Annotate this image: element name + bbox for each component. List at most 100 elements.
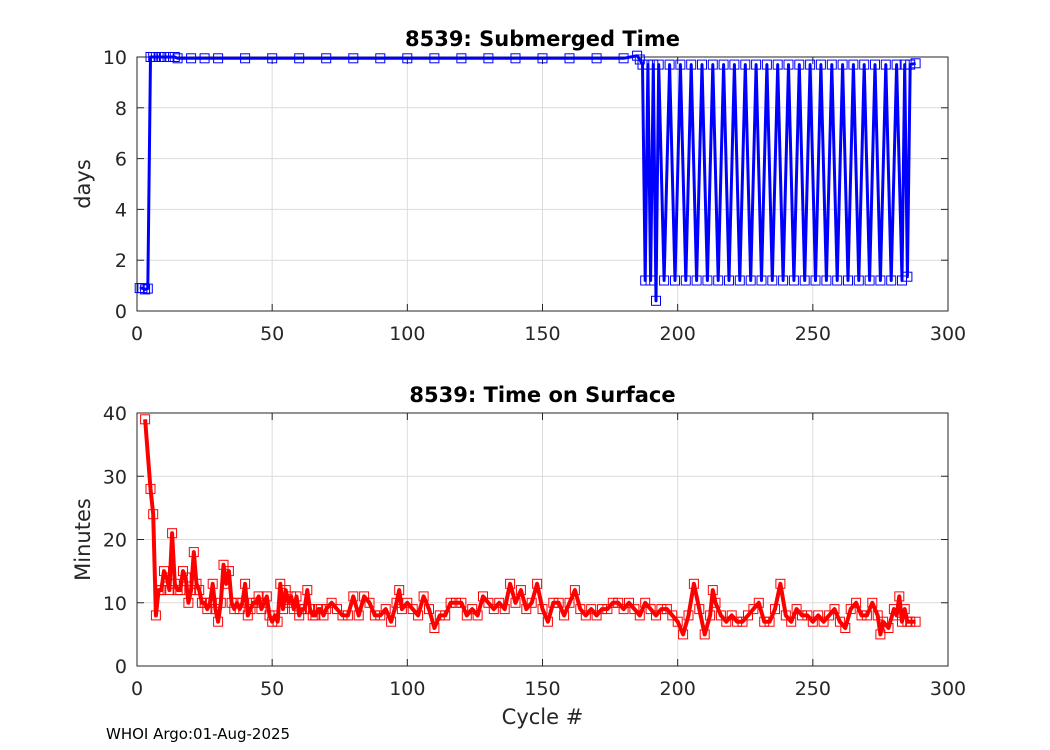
data-point [380, 604, 391, 615]
data-point [761, 59, 772, 70]
data-point [680, 275, 691, 286]
data-point [737, 616, 748, 627]
data-point [724, 275, 734, 286]
data-point [240, 53, 251, 64]
data-point [786, 616, 797, 627]
y-axis-label: Minutes [71, 498, 95, 581]
data-point [794, 59, 805, 70]
data-point [891, 610, 902, 621]
x-axis-label: Cycle # [502, 705, 584, 729]
x-tick-label: 300 [930, 678, 966, 700]
y-tick-label: 8 [115, 98, 127, 120]
data-point [537, 53, 548, 64]
data-point [675, 59, 686, 70]
data-point [751, 59, 762, 70]
footer-credit: WHOI Argo:01-Aug-2025 [106, 725, 291, 743]
data-point [394, 585, 405, 596]
data-point [156, 585, 167, 596]
data-point [910, 58, 921, 69]
data-point [142, 283, 153, 294]
data-point [413, 610, 424, 621]
data-point [302, 585, 313, 596]
data-point [686, 59, 697, 70]
data-point [602, 604, 613, 615]
data-point [451, 597, 461, 608]
data-point [199, 597, 210, 608]
data-point [396, 604, 407, 615]
data-point [342, 610, 353, 621]
series-line [143, 419, 916, 637]
data-point [299, 604, 310, 615]
data-point [407, 604, 418, 615]
data-point [861, 610, 872, 621]
data-point [870, 59, 880, 70]
x-tick-label: 250 [795, 323, 831, 345]
data-point [267, 616, 278, 627]
data-point [678, 629, 689, 640]
data-point [286, 591, 297, 602]
data-point [548, 597, 559, 608]
data-point [359, 591, 370, 602]
y-tick-label: 10 [103, 47, 127, 69]
data-point [772, 59, 783, 70]
data-point [175, 585, 186, 596]
data-point [799, 275, 810, 286]
data-point [140, 414, 151, 425]
data-point [191, 578, 202, 589]
data-point [618, 53, 629, 64]
data-point [745, 275, 756, 286]
data-point [645, 604, 656, 615]
data-point [902, 271, 913, 282]
data-point [169, 52, 180, 62]
x-tick-label: 50 [260, 323, 284, 345]
data-point [223, 566, 234, 577]
data-point [242, 610, 253, 621]
data-point [756, 275, 767, 286]
data-point [624, 597, 634, 608]
surface-time-panel: 0 50 100 150 200 250 300 0 10 20 30 40 8539: Time on… [71, 383, 966, 729]
data-point [705, 610, 716, 621]
data-point [818, 616, 829, 627]
data-point [537, 604, 548, 615]
x-tick-label: 50 [260, 678, 284, 700]
data-point [867, 597, 878, 608]
chart-title: 8539: Submerged Time [405, 27, 680, 51]
data-point [386, 616, 397, 627]
data-point [369, 610, 380, 621]
data-point [215, 597, 226, 608]
data-point [748, 604, 759, 615]
data-point [267, 53, 278, 64]
data-point [691, 275, 702, 286]
x-tick-label: 200 [660, 323, 696, 345]
data-point [770, 604, 780, 615]
data-point [767, 275, 778, 286]
data-point [275, 578, 286, 589]
data-point [651, 295, 661, 306]
data-point [467, 604, 478, 615]
data-point [640, 275, 651, 286]
data-point [637, 59, 648, 70]
data-point [697, 59, 707, 70]
data-point [348, 591, 359, 602]
x-tick-label: 150 [524, 323, 560, 345]
data-point [729, 59, 740, 70]
data-point [840, 623, 851, 633]
data-point [456, 53, 467, 64]
data-point [688, 578, 699, 589]
data-point [483, 53, 494, 64]
data-point [240, 578, 251, 589]
data-point [656, 604, 667, 615]
data-point [510, 53, 521, 64]
data-point [864, 275, 875, 286]
data-point [569, 585, 580, 596]
data-point [494, 597, 505, 608]
data-point [634, 610, 645, 621]
data-point [837, 59, 848, 70]
data-point [326, 597, 337, 608]
data-point [829, 604, 840, 615]
data-point [743, 610, 753, 621]
data-point [791, 604, 802, 615]
data-point [832, 275, 843, 286]
data-point [332, 604, 342, 615]
data-point [856, 610, 867, 621]
